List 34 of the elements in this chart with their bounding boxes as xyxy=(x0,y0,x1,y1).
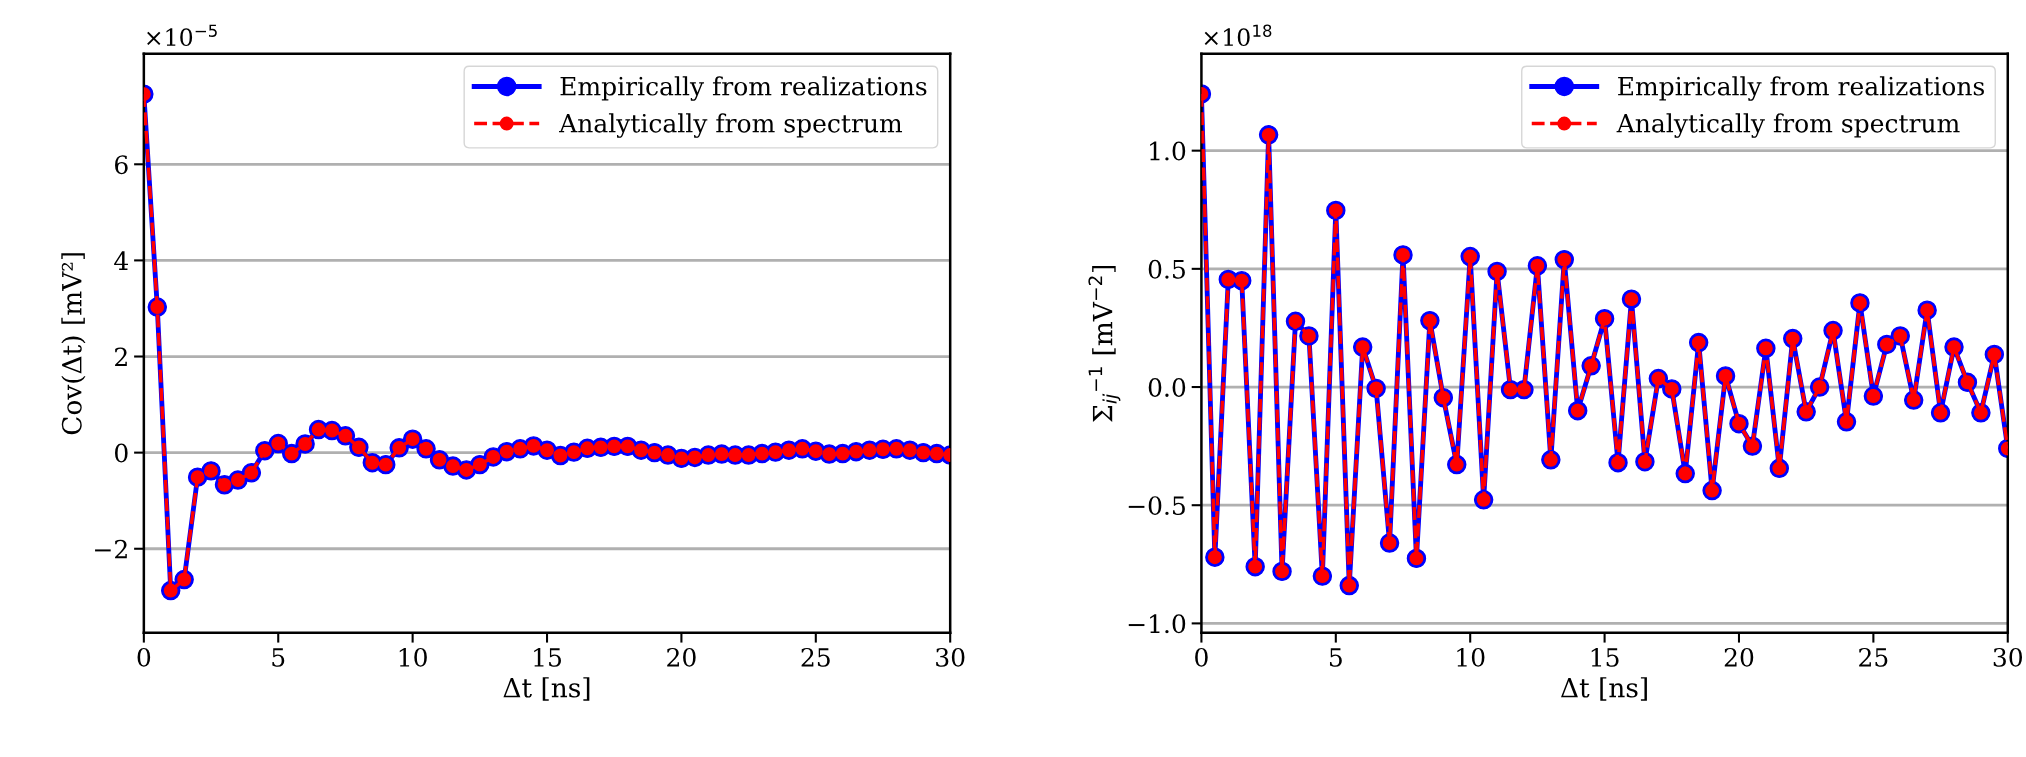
y-axis-title: Σ$_{ij}$$^{−1}$ [mV$^{−2}$] xyxy=(1088,265,1121,422)
x-axis-title: Δt [ns] xyxy=(1561,677,1647,701)
x-tick-label: 15 xyxy=(1591,647,1619,667)
y-tick-label: 0 xyxy=(115,443,128,463)
text: ×10$^{18}$ xyxy=(1204,24,1272,47)
legend-label: Empirically from realizations xyxy=(1618,76,1984,101)
y-tick-label: 0.5 xyxy=(1148,259,1185,279)
y-tick-label: −0.5 xyxy=(1128,496,1185,516)
x-tick-label: 5 xyxy=(272,648,285,667)
x-axis-title: Δt [ns] xyxy=(503,677,590,701)
y-tick-label: −1.0 xyxy=(1128,614,1186,634)
x-tick-label: 30 xyxy=(1993,647,2023,667)
x-tick-label: 10 xyxy=(1457,647,1485,667)
x-tick-label: 0 xyxy=(1195,647,1208,667)
x-tick-label: 20 xyxy=(667,647,696,667)
y-tick-label: 6 xyxy=(115,155,128,175)
x-tick-label: 20 xyxy=(1724,647,1754,667)
x-tick-label: 10 xyxy=(399,647,427,667)
legend-label: Analytically from spectrum xyxy=(559,113,903,138)
x-tick-label: 0 xyxy=(137,647,151,667)
x-tick-label: 15 xyxy=(534,647,561,667)
y-tick-label: 0.0 xyxy=(1148,377,1186,397)
y-tick-label: 4 xyxy=(114,251,128,270)
y-axis-title: Cov(Δt) [mV²] xyxy=(61,253,86,435)
legend-label: Analytically from spectrum xyxy=(1616,113,1960,138)
x-tick-label: 25 xyxy=(801,647,830,667)
y-tick-label: 1.0 xyxy=(1150,141,1186,161)
x-tick-label: 5 xyxy=(1329,648,1342,667)
text: ×10$^{−5}$ xyxy=(147,24,217,47)
x-tick-label: 25 xyxy=(1859,647,1888,667)
x-tick-label: 30 xyxy=(936,647,965,667)
y-tick-label: −2 xyxy=(95,539,127,559)
y-tick-label: 2 xyxy=(115,347,127,367)
legend-label: Empirically from realizations xyxy=(560,76,927,101)
